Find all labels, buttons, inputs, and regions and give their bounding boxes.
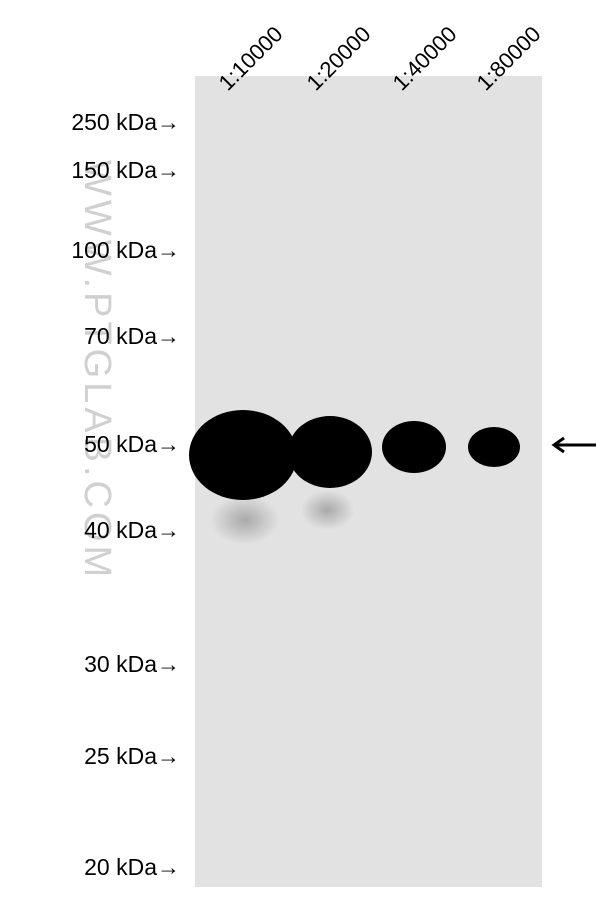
mw-marker: 70 kDa→	[84, 323, 180, 350]
band-smear	[300, 490, 355, 530]
mw-marker: 250 kDa→	[71, 109, 180, 136]
blot-figure: WWW.PTGLAB.COM 250 kDa→ 150 kDa→ 100 kDa…	[0, 0, 600, 903]
band-lane-3	[382, 421, 446, 473]
band-lane-2	[288, 416, 372, 488]
result-arrow-icon	[550, 433, 598, 457]
mw-marker: 20 kDa→	[84, 854, 180, 881]
mw-marker: 25 kDa→	[84, 743, 180, 770]
band-lane-4	[468, 427, 520, 467]
mw-marker: 100 kDa→	[71, 237, 180, 264]
band-lane-1	[189, 410, 297, 500]
mw-marker: 150 kDa→	[71, 157, 180, 184]
mw-marker: 50 kDa→	[84, 431, 180, 458]
mw-marker: 40 kDa→	[84, 517, 180, 544]
band-smear	[210, 495, 280, 545]
mw-marker: 30 kDa→	[84, 651, 180, 678]
